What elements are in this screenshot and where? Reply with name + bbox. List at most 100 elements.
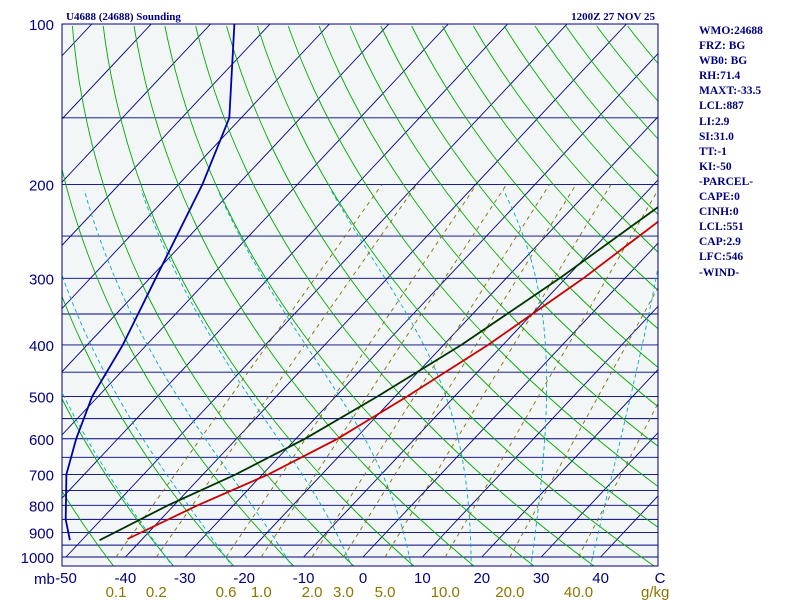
index-lfc: LFC:546: [699, 251, 744, 264]
mixing-ratio-line-0.2: [155, 184, 418, 558]
dry-adiabat-420: [534, 25, 658, 178]
index-maxt: MAXT:-33.5: [699, 85, 762, 98]
dry-adiabat-340: [287, 25, 658, 488]
isotherm--140: [0, 24, 32, 557]
index-wmo: WMO:24688: [699, 25, 763, 37]
parcel-header: -PARCEL-: [699, 175, 754, 188]
temperature-label-8: 30: [533, 570, 550, 587]
dry-adiabat-250: [62, 295, 234, 566]
pressure-label-200: 200: [29, 177, 54, 194]
index-cinh: CINH:0: [699, 206, 739, 219]
dry-adiabat-430: [565, 25, 658, 140]
moist-adiabat--10: [83, 190, 293, 566]
index-ki: KI:-50: [699, 160, 732, 173]
dry-adiabat-300: [164, 25, 535, 566]
parcel-profile-line: [99, 206, 658, 542]
mixing-ratio-label-2: 0.6: [216, 584, 237, 600]
temperature-label-4: -10: [293, 570, 315, 587]
isotherm--110: [62, 24, 211, 183]
isotherm--90: [62, 24, 330, 310]
mixing-ratio-label-3: 1.0: [251, 584, 272, 600]
isotherm--80: [62, 24, 390, 373]
pressure-label-600: 600: [29, 432, 54, 449]
index-cape: CAPE:0: [699, 191, 740, 204]
isotherm--100: [62, 24, 271, 246]
temperature-label-9: 40: [592, 570, 609, 587]
plot-frame: [61, 23, 659, 567]
dry-adiabat-310: [195, 25, 595, 566]
mixing-ratio-label-8: 20.0: [495, 584, 524, 600]
index-cap: CAP:2.9: [699, 236, 741, 249]
index-frz: FRZ: BG: [699, 40, 746, 53]
moist-adiabat-40: [590, 265, 658, 566]
dry-adiabat-260: [62, 167, 295, 566]
moist-adiabat--20: [62, 273, 233, 566]
pressure-unit-label: mb: [34, 571, 55, 588]
dry-adiabat-400: [473, 25, 658, 253]
mixing-ratio-label-0: 0.1: [106, 584, 127, 600]
dry-adiabat-280: [102, 25, 415, 566]
isotherm-lines: [0, 24, 658, 558]
dry-adiabat-220: [0, 26, 53, 566]
moist-adiabat-20: [330, 189, 472, 566]
pressure-label-400: 400: [29, 338, 54, 355]
mixing-ratio-label-1: 0.2: [146, 584, 167, 600]
mixing-ratio-label-4: 2.0: [302, 584, 323, 600]
mixing-ratio-axis-labels: 0.1 0.2 0.6 1.0 2.0 3.0 5.0 10.0 20.0 40.0: [106, 584, 593, 600]
moist-adiabat-lines: [62, 189, 658, 566]
pressure-label-900: 900: [29, 526, 54, 543]
dry-adiabat-360: [349, 25, 658, 408]
index-rh: RH:71.4: [699, 70, 741, 83]
mixing-ratio-label-5: 3.0: [333, 584, 354, 600]
dry-adiabat-320: [226, 25, 655, 566]
index-lcl: LCL:887: [699, 100, 744, 113]
index-wb0: WB0: BG: [699, 55, 748, 68]
moist-adiabat-30: [502, 190, 548, 566]
moist-adiabat-0: [140, 190, 352, 566]
moist-adiabat-10: [217, 190, 412, 566]
dry-adiabat-390: [442, 25, 658, 291]
index-si: SI:31.0: [699, 130, 734, 143]
pressure-label-1000: 1000: [21, 550, 54, 567]
temperature-label-3: -20: [233, 570, 255, 587]
temperature-axis-labels: -50 -40 -30 -20 -10 0 10 20 30 40 C: [55, 570, 665, 587]
dry-adiabat-350: [318, 25, 658, 447]
pressure-label-100: 100: [29, 17, 54, 34]
pressure-label-300: 300: [29, 271, 54, 288]
isotherm-30: [540, 432, 658, 558]
dewpoint-profile-line: [64, 24, 236, 541]
isotherm--10: [303, 179, 658, 558]
mixing-ratio-line-2: [311, 184, 550, 558]
index-parcel-lcl: LCL:551: [699, 221, 744, 234]
mixing-ratio-lines: [115, 184, 658, 558]
temperature-label-0: -50: [55, 570, 77, 587]
isotherm--70: [62, 24, 449, 436]
mixing-ratio-line-1: [260, 184, 507, 558]
dry-adiabat-370: [380, 25, 658, 369]
mixing-ratio-label-6: 5.0: [375, 584, 396, 600]
isotherm-10: [422, 305, 658, 558]
temperature-profile-line: [127, 220, 658, 540]
mixing-ratio-line-0.6: [225, 184, 477, 558]
mixing-ratio-line-3: [343, 184, 577, 558]
sounding-series: [64, 24, 658, 542]
pressure-axis-labels: 100 200 300 400 500 600 700 800 900 1000: [21, 17, 54, 567]
isotherm--20: [243, 116, 658, 558]
dry-adiabat-410: [503, 25, 658, 215]
mixing-ratio-label-7: 10.0: [431, 584, 460, 600]
mixing-ratio-line-5: [384, 184, 612, 558]
indices-panel: WMO:24688 FRZ: BG WB0: BG RH:71.4 MAXT:-…: [699, 24, 799, 281]
pressure-label-700: 700: [29, 467, 54, 484]
wind-header: -WIND-: [699, 266, 740, 279]
dry-adiabat-380: [411, 25, 658, 330]
temperature-label-1: -40: [115, 570, 137, 587]
index-tt: TT:-1: [699, 145, 727, 158]
dry-adiabat-lines: [0, 25, 658, 566]
dry-adiabat-240: [62, 397, 174, 566]
isotherm--120: [62, 24, 152, 120]
mixing-ratio-unit-label: g/kg: [641, 584, 669, 600]
pressure-label-800: 800: [29, 498, 54, 515]
index-li: LI:2.9: [699, 115, 730, 128]
temperature-label-5: 0: [359, 570, 367, 587]
